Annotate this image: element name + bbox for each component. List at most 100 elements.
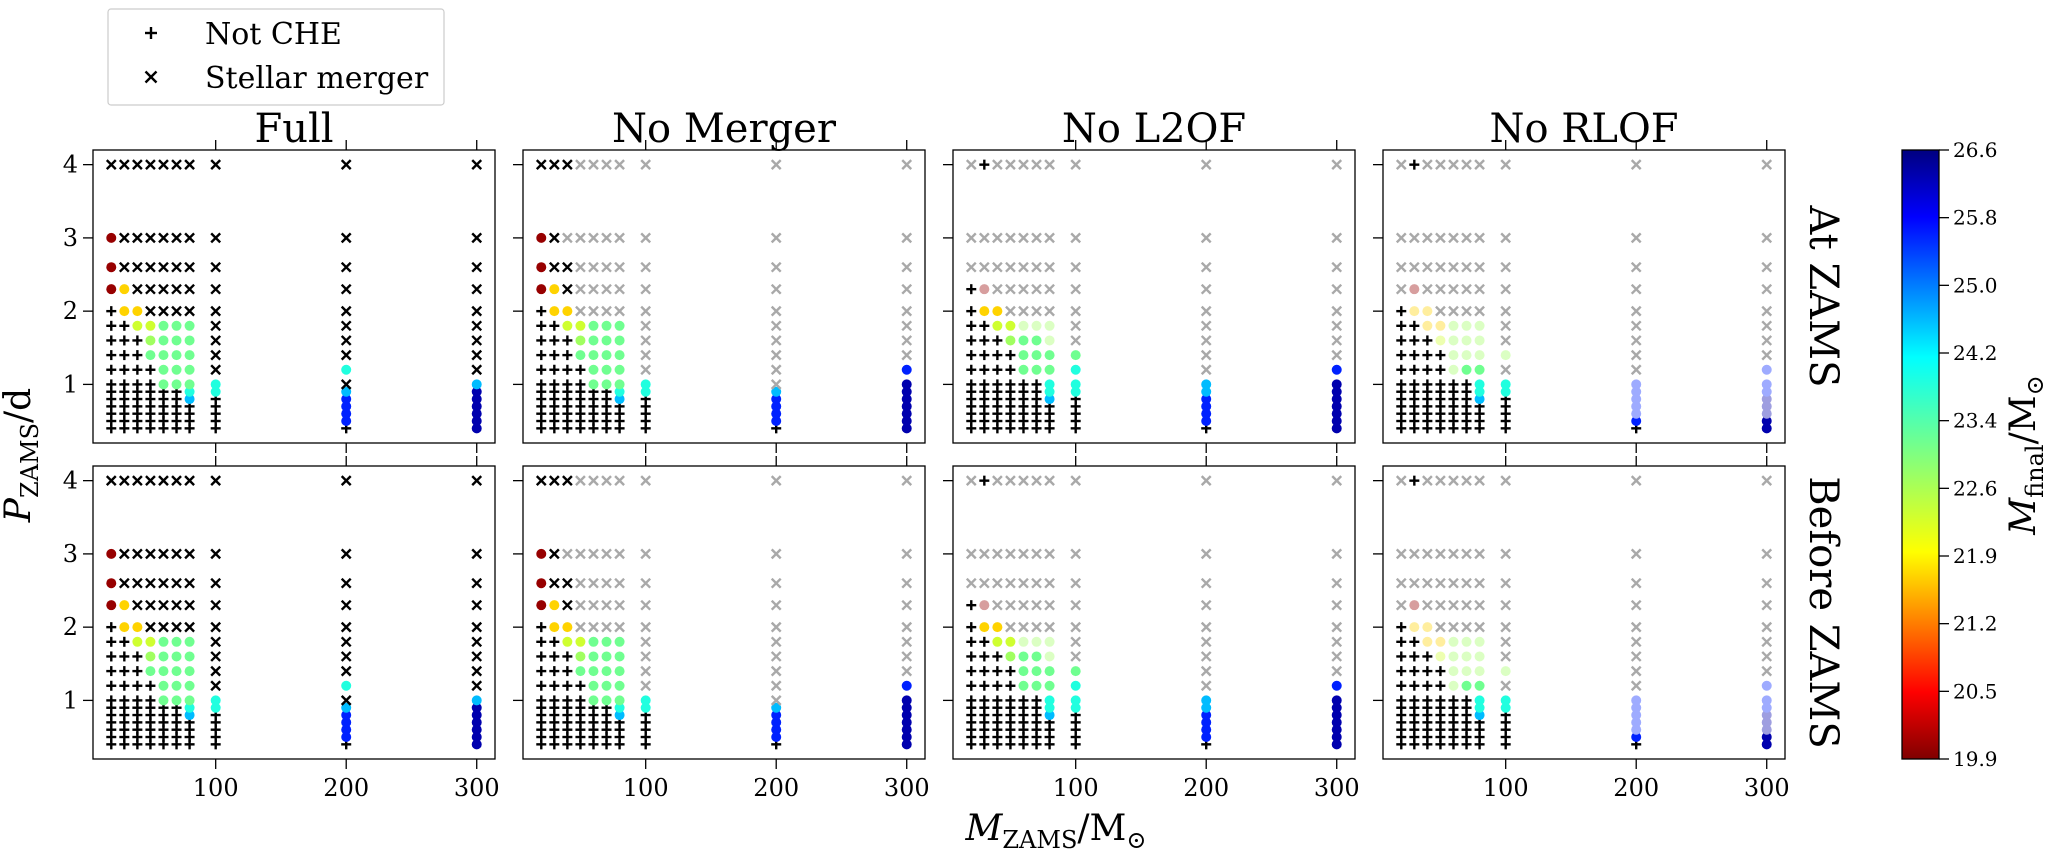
faded-merger-marker bbox=[601, 305, 612, 317]
che-final-mass-marker bbox=[1331, 680, 1342, 691]
stellar-merger-marker bbox=[118, 232, 130, 244]
faded-merger-marker bbox=[1331, 665, 1343, 677]
faded-merger-marker bbox=[1018, 305, 1029, 317]
che-final-mass-marker bbox=[171, 680, 182, 691]
che-final-mass-marker bbox=[1005, 636, 1016, 647]
faded-merger-marker bbox=[640, 475, 652, 486]
panel-frame bbox=[1382, 149, 1786, 444]
che-final-mass-marker bbox=[158, 379, 169, 390]
faded-merger-marker bbox=[1005, 305, 1016, 317]
stellar-merger-marker bbox=[184, 621, 195, 633]
faded-merger-marker bbox=[901, 320, 913, 332]
column-title: No RLOF bbox=[1489, 106, 1678, 152]
faded-merger-marker bbox=[1761, 651, 1773, 662]
che-final-mass-marker bbox=[901, 680, 912, 691]
stellar-merger-marker bbox=[340, 695, 352, 706]
faded-merger-marker bbox=[601, 621, 612, 633]
faded-merger-marker bbox=[1500, 283, 1512, 295]
che-final-mass-marker bbox=[471, 717, 482, 728]
stellar-merger-marker bbox=[471, 349, 483, 361]
faded-che-final-mass-marker bbox=[1409, 284, 1420, 295]
faded-merger-marker bbox=[1422, 159, 1433, 170]
faded-merger-marker bbox=[1331, 548, 1343, 560]
faded-merger-marker bbox=[614, 577, 625, 589]
faded-merger-marker bbox=[770, 599, 782, 611]
che-final-mass-marker bbox=[901, 702, 912, 713]
stellar-merger-marker bbox=[171, 305, 182, 317]
faded-merger-marker bbox=[992, 577, 1003, 589]
column-title: No Merger bbox=[612, 106, 837, 152]
che-final-mass-marker bbox=[536, 262, 547, 273]
che-final-mass-marker bbox=[184, 710, 195, 721]
faded-che-final-mass-marker bbox=[1474, 651, 1485, 662]
che-final-mass-marker bbox=[536, 232, 547, 243]
stellar-merger-marker bbox=[158, 305, 169, 317]
che-final-mass-marker bbox=[1005, 335, 1016, 346]
stellar-merger-marker bbox=[548, 577, 560, 589]
che-final-mass-marker bbox=[184, 320, 195, 331]
stellar-merger-marker bbox=[145, 621, 156, 633]
che-final-mass-marker bbox=[1044, 350, 1055, 361]
panel-no-l2of-at-zams bbox=[943, 140, 1356, 453]
che-final-mass-marker bbox=[901, 394, 912, 405]
faded-merger-marker bbox=[601, 232, 612, 244]
che-final-mass-marker bbox=[601, 680, 612, 691]
faded-merger-marker bbox=[1500, 364, 1512, 376]
faded-merger-marker bbox=[575, 548, 586, 560]
che-final-mass-marker bbox=[210, 379, 221, 390]
faded-merger-marker bbox=[588, 548, 599, 560]
che-final-mass-marker bbox=[1201, 695, 1212, 706]
faded-merger-marker bbox=[770, 577, 782, 589]
che-final-mass-marker bbox=[341, 408, 352, 419]
che-final-mass-marker bbox=[1201, 408, 1212, 419]
faded-che-final-mass-marker bbox=[1461, 335, 1472, 346]
stellar-merger-marker bbox=[548, 261, 560, 273]
faded-merger-marker bbox=[1435, 232, 1446, 244]
faded-merger-marker bbox=[992, 261, 1003, 273]
faded-che-final-mass-marker bbox=[1631, 717, 1642, 728]
faded-merger-marker bbox=[1031, 159, 1042, 170]
faded-merger-marker bbox=[1761, 283, 1773, 295]
panel-frame bbox=[952, 149, 1356, 444]
faded-merger-marker bbox=[601, 548, 612, 560]
faded-merger-marker bbox=[770, 232, 782, 244]
faded-merger-marker bbox=[640, 320, 652, 332]
che-final-mass-marker bbox=[1201, 416, 1212, 427]
stellar-merger-marker bbox=[210, 548, 222, 560]
che-final-mass-marker bbox=[1201, 386, 1212, 397]
faded-che-final-mass-marker bbox=[1474, 350, 1485, 361]
faded-merger-marker bbox=[1395, 232, 1407, 244]
stellar-merger-marker bbox=[210, 261, 222, 273]
che-final-mass-marker bbox=[106, 600, 117, 611]
faded-merger-marker bbox=[1500, 577, 1512, 589]
faded-merger-marker bbox=[1761, 159, 1773, 170]
faded-merger-marker bbox=[770, 305, 782, 317]
che-final-mass-marker bbox=[1331, 739, 1342, 750]
faded-merger-marker bbox=[1005, 475, 1016, 486]
faded-che-final-mass-marker bbox=[1631, 702, 1642, 713]
faded-merger-marker bbox=[640, 577, 652, 589]
faded-merger-marker bbox=[1200, 232, 1212, 244]
stellar-merger-marker bbox=[132, 283, 143, 295]
x-tick-label: 100 bbox=[193, 774, 239, 802]
stellar-merger-marker bbox=[340, 305, 352, 317]
che-final-mass-marker bbox=[901, 724, 912, 735]
stellar-merger-marker bbox=[132, 475, 143, 486]
faded-che-final-mass-marker bbox=[1448, 666, 1459, 677]
stellar-merger-marker bbox=[471, 364, 483, 376]
colorbar-tick-label: 22.6 bbox=[1953, 476, 1998, 500]
che-final-mass-marker bbox=[184, 394, 195, 405]
stellar-merger-marker bbox=[471, 475, 483, 486]
faded-merger-marker bbox=[1422, 261, 1433, 273]
legend-label: Stellar merger bbox=[205, 61, 429, 96]
faded-che-final-mass-marker bbox=[1409, 306, 1420, 317]
faded-merger-marker bbox=[601, 599, 612, 611]
stellar-merger-marker bbox=[562, 283, 573, 295]
che-final-mass-marker bbox=[1474, 364, 1485, 375]
che-final-mass-marker bbox=[901, 408, 912, 419]
che-final-mass-marker bbox=[901, 364, 912, 375]
stellar-merger-marker bbox=[210, 577, 222, 589]
faded-merger-marker bbox=[1630, 680, 1642, 692]
panel-no-rlof-at-zams bbox=[1373, 140, 1786, 453]
